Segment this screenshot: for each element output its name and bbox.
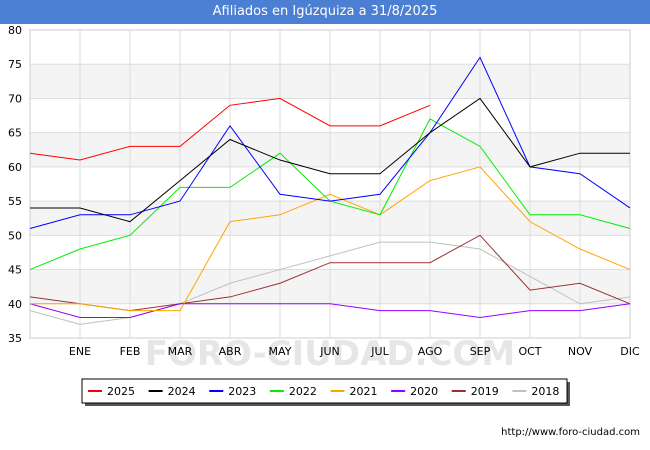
legend-label-2019: 2019 <box>471 385 499 398</box>
x-tick-label: NOV <box>568 345 593 358</box>
watermark: FORO-CIUDAD.COM <box>145 334 516 374</box>
y-tick-label: 80 <box>8 24 22 37</box>
x-tick-label: MAY <box>269 345 292 358</box>
x-tick-label: DIC <box>620 345 640 358</box>
series-line-2024 <box>30 97 630 223</box>
x-axis: ENE FEB MAR ABR MAY JUN JUL AGO SEP OCT NOV DIC <box>69 345 640 358</box>
x-tick-label: MAR <box>168 345 193 358</box>
chart-title: Afiliados en Igúzquiza a 31/8/2025 <box>0 0 650 24</box>
series-line-2021 <box>30 166 631 312</box>
y-tick-label: 50 <box>8 229 22 242</box>
legend-label-2024: 2024 <box>168 385 196 398</box>
y-tick-label: 65 <box>8 127 22 140</box>
legend-label-2023: 2023 <box>228 385 256 398</box>
y-tick-label: 35 <box>8 332 22 345</box>
x-tick-label: ENE <box>69 345 91 358</box>
legend-label-2018: 2018 <box>531 385 559 398</box>
x-tick-label: OCT <box>518 345 541 358</box>
source-url: http://www.foro-ciudad.com <box>501 427 640 438</box>
x-tick-label: ABR <box>219 345 242 358</box>
plot-frame <box>29 29 631 339</box>
y-tick-label: 55 <box>8 195 22 208</box>
legend-box <box>81 378 568 404</box>
x-tick-label: AGO <box>418 345 443 358</box>
series-line-2025 <box>29 97 431 161</box>
y-tick-label: 70 <box>8 92 22 105</box>
y-tick-label: 75 <box>8 58 22 71</box>
y-tick-label: 60 <box>8 161 22 174</box>
legend-label-2020: 2020 <box>410 385 438 398</box>
y-tick-label: 40 <box>8 298 22 311</box>
x-tick-label: JUN <box>319 345 340 358</box>
y-axis: 35 40 45 50 55 60 65 70 75 80 <box>8 24 22 345</box>
legend-label-2021: 2021 <box>350 385 378 398</box>
series-lines <box>29 56 631 325</box>
series-line-2020 <box>29 303 631 318</box>
x-tick-label: FEB <box>120 345 141 358</box>
x-tick-label: SEP <box>470 345 491 358</box>
legend-label-2025: 2025 <box>107 385 135 398</box>
legend-label-2022: 2022 <box>289 385 317 398</box>
legend: 2025 2024 2023 2022 2021 2020 2019 2018 <box>81 378 570 406</box>
x-tick-label: JUL <box>370 345 389 358</box>
y-tick-label: 45 <box>8 264 22 277</box>
